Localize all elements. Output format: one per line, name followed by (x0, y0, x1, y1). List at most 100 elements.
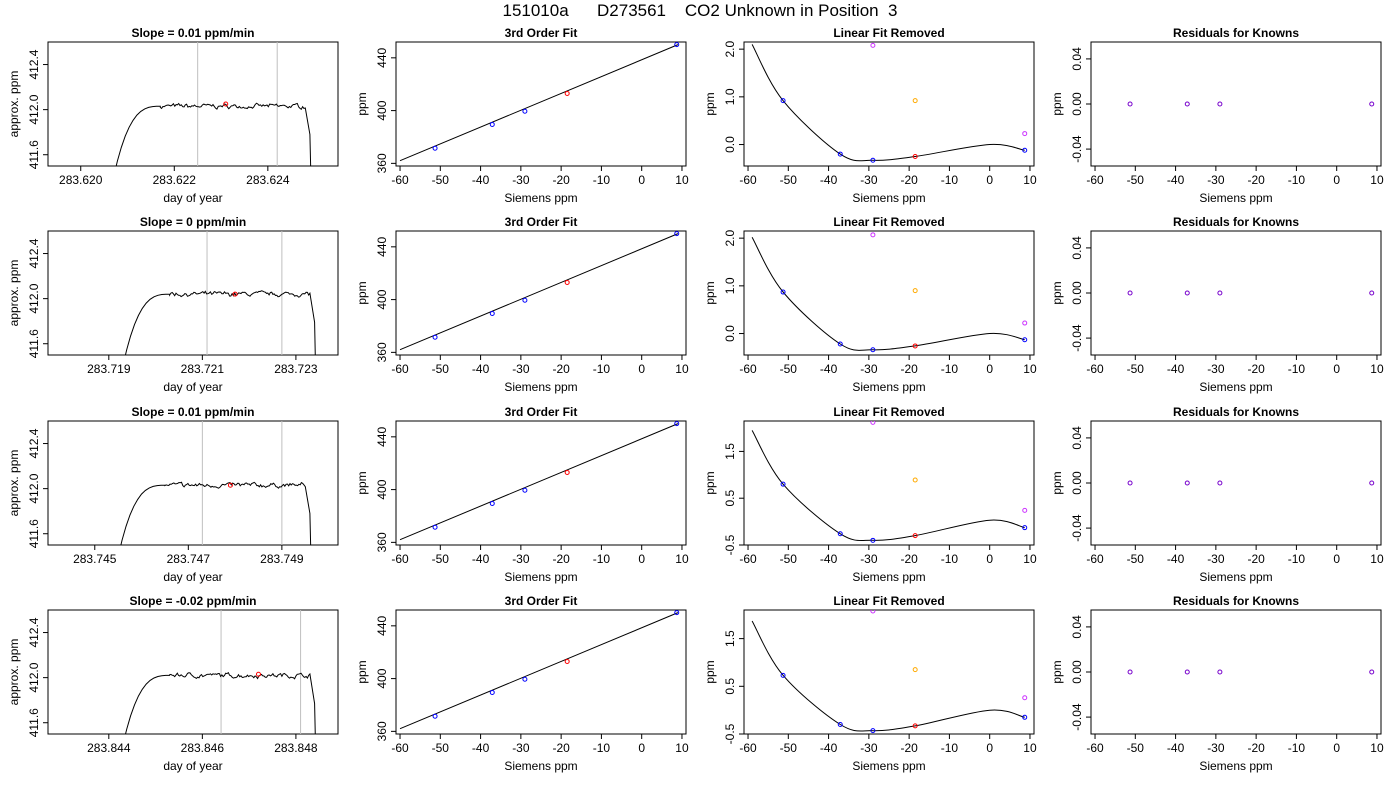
y-tick-label: 0.04 (1070, 236, 1084, 260)
x-axis-label: day of year (163, 759, 222, 773)
x-tick-label: -40 (1167, 741, 1185, 755)
x-tick-label: 0 (638, 552, 645, 566)
plot-area (751, 421, 1028, 543)
panel-r4-c4: Residuals for Knowns -60 -50 -40 -30 -20 -10 0 1… (1050, 594, 1384, 773)
reference-marker (227, 482, 233, 488)
plot-frame (47, 230, 339, 356)
x-tick-label: -10 (593, 552, 611, 566)
y-axis-label: ppm (1050, 660, 1064, 683)
data-point (1022, 507, 1028, 513)
raw-trace-line (120, 481, 312, 545)
x-tick-label: -30 (512, 741, 530, 755)
data-point (432, 145, 438, 151)
page-title: 151010a D273561 CO2 Unknown in Position … (502, 1, 898, 20)
y-tick-label: 412.0 (27, 94, 41, 124)
y-tick-label: 1.0 (723, 88, 737, 105)
x-tick-label: -10 (1288, 362, 1306, 376)
y-tick-label: 400 (375, 289, 389, 309)
plot-area (1127, 290, 1375, 296)
x-tick-label: -10 (941, 552, 959, 566)
x-tick-label: -40 (1167, 362, 1185, 376)
data-point (489, 310, 495, 316)
data-point (1217, 290, 1223, 296)
data-point (837, 721, 843, 727)
x-tick-label: -50 (1127, 552, 1145, 566)
data-point (870, 157, 876, 163)
x-tick-label: 0 (638, 362, 645, 376)
x-axis-label: Siemens ppm (852, 380, 925, 394)
panel-r3-c1: Slope = 0.01 ppm/min 283.745 283.747 283.74… (7, 405, 339, 584)
data-point (870, 537, 876, 543)
data-point (674, 610, 680, 616)
data-point (564, 90, 570, 96)
x-tick-label: 10 (675, 552, 689, 566)
y-tick-label: 0.00 (1070, 660, 1084, 684)
data-point (1022, 525, 1028, 531)
raw-trace-line (125, 671, 316, 734)
data-point (780, 481, 786, 487)
x-tick-label: 0 (986, 741, 993, 755)
data-point (1022, 714, 1028, 720)
x-tick-label: -20 (900, 362, 918, 376)
data-point (432, 713, 438, 719)
x-tick-label: -50 (1127, 741, 1145, 755)
x-tick-label: -10 (1288, 552, 1306, 566)
fit-line (399, 612, 679, 730)
data-point (837, 151, 843, 157)
y-tick-label: 0.04 (1070, 47, 1084, 71)
panel-r2-c1: Slope = 0 ppm/min 283.719 283.721 283.723 41… (7, 215, 339, 394)
data-point (674, 421, 680, 427)
plot-frame (1090, 230, 1382, 356)
panel-title: Slope = 0.01 ppm/min (131, 405, 254, 419)
y-axis-label: ppm (703, 92, 717, 115)
x-tick-label: 10 (675, 741, 689, 755)
panel-title: 3rd Order Fit (505, 594, 578, 608)
y-tick-label: -0.04 (1070, 703, 1084, 731)
x-tick-label: -60 (739, 741, 757, 755)
x-tick-label: -20 (552, 362, 570, 376)
x-tick-label: -20 (900, 173, 918, 187)
x-tick-label: -20 (1247, 362, 1265, 376)
x-tick-label: -10 (593, 362, 611, 376)
x-tick-label: -60 (739, 552, 757, 566)
y-tick-label: -0.04 (1070, 514, 1084, 542)
data-point (1022, 147, 1028, 153)
x-axis-label: Siemens ppm (1199, 570, 1272, 584)
reference-marker (232, 291, 238, 297)
data-point (1184, 101, 1190, 107)
reference-marker (255, 671, 261, 677)
y-axis-label: ppm (1050, 281, 1064, 304)
x-tick-label: 283.620 (59, 173, 103, 187)
plot-frame (395, 41, 687, 167)
data-point (432, 524, 438, 530)
x-tick-label: -10 (941, 173, 959, 187)
polynomial-curve (751, 430, 1025, 542)
y-tick-label: 440 (375, 426, 389, 446)
x-axis-label: day of year (163, 570, 222, 584)
x-tick-label: -10 (1288, 173, 1306, 187)
x-tick-label: 283.745 (73, 552, 117, 566)
y-tick-label: 440 (375, 236, 389, 256)
x-tick-label: 283.747 (167, 552, 211, 566)
x-tick-label: 0 (986, 552, 993, 566)
y-tick-label: 412.4 (27, 49, 41, 79)
y-tick-label: 412.0 (27, 473, 41, 503)
x-tick-label: -40 (472, 362, 490, 376)
plot-frame (1090, 420, 1382, 546)
plot-area (124, 231, 316, 355)
x-tick-label: 283.721 (181, 362, 225, 376)
x-tick-label: -30 (860, 362, 878, 376)
plot-area (399, 231, 680, 351)
x-tick-label: -60 (391, 552, 409, 566)
x-tick-label: -30 (1207, 552, 1225, 566)
y-tick-label: -0.04 (1070, 324, 1084, 352)
x-tick-label: -50 (1127, 173, 1145, 187)
panel-title: Linear Fit Removed (833, 215, 944, 229)
y-axis-label: approx. ppm (7, 71, 21, 138)
data-point (1369, 101, 1375, 107)
x-tick-label: 10 (1370, 741, 1384, 755)
y-tick-label: 0.5 (723, 678, 737, 695)
y-tick-label: 412.4 (27, 238, 41, 268)
data-point (870, 347, 876, 353)
x-axis-label: Siemens ppm (852, 570, 925, 584)
